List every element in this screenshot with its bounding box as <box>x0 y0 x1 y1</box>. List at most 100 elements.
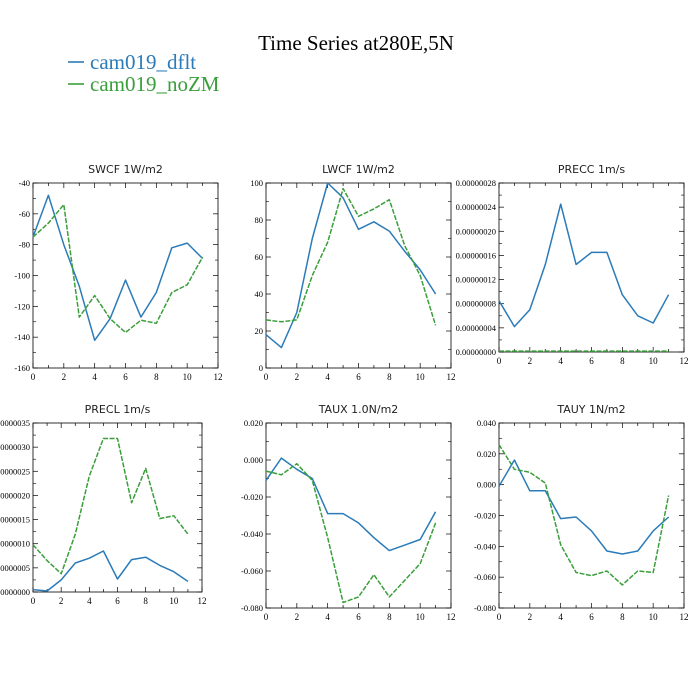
y-tick-label: -0.060 <box>474 572 496 582</box>
x-tick-label: 4 <box>325 372 330 382</box>
plot-frame <box>498 422 685 609</box>
y-tick-label: 0.00000024 <box>456 202 497 212</box>
x-tick-label: 0 <box>264 612 269 622</box>
y-tick-label: 100 <box>250 178 263 188</box>
y-tick-label: 0.000000025 <box>0 466 30 476</box>
y-tick-label: 0.00000020 <box>456 226 496 236</box>
x-tick-label: 0 <box>497 356 502 366</box>
chart-panel-1: LWCF 1W/m2 0 2 4 6 8 10 12 0 20 40 60 80 100 <box>250 163 455 382</box>
x-tick-label: 8 <box>387 612 392 622</box>
plot-frame <box>265 422 452 609</box>
y-tick-label: 0.000 <box>477 480 496 490</box>
x-tick-label: 12 <box>680 612 689 622</box>
y-tick-label: 0.00000028 <box>456 178 496 188</box>
series-line-nozm <box>265 462 437 604</box>
panel-title: LWCF 1W/m2 <box>322 163 395 176</box>
y-tick-label: 80 <box>255 215 264 225</box>
y-tick-label: -0.040 <box>474 541 496 551</box>
x-tick-label: 0 <box>31 596 36 606</box>
x-tick-label: 2 <box>59 596 64 606</box>
y-tick-label: -100 <box>14 271 30 281</box>
x-tick-label: 10 <box>416 612 426 622</box>
y-tick-label: 60 <box>255 252 264 262</box>
x-tick-label: 6 <box>356 372 361 382</box>
x-tick-label: 8 <box>154 372 159 382</box>
x-tick-label: 12 <box>214 372 223 382</box>
series-line-nozm <box>498 444 670 586</box>
x-tick-label: 10 <box>649 356 659 366</box>
chart-panel-2: PRECC 1m/s 0 2 4 6 8 10 12 0.00000000 0.00000004 0… <box>456 163 689 366</box>
panel-title: PRECL 1m/s <box>85 403 151 416</box>
x-tick-label: 6 <box>589 612 594 622</box>
x-tick-label: 12 <box>198 596 207 606</box>
y-tick-label: 20 <box>255 326 264 336</box>
x-tick-label: 6 <box>589 356 594 366</box>
x-tick-label: 10 <box>183 372 193 382</box>
y-tick-label: 0.00000016 <box>456 250 496 260</box>
y-tick-label: 0.020 <box>244 418 263 428</box>
x-tick-label: 8 <box>387 372 392 382</box>
y-tick-label: 0.000 <box>244 455 263 465</box>
y-tick-label: 0.040 <box>477 418 496 428</box>
y-tick-label: 0.000000010 <box>0 539 30 549</box>
y-tick-label: -80 <box>19 240 30 250</box>
series-line-dflt <box>265 182 437 349</box>
x-tick-label: 0 <box>497 612 502 622</box>
y-tick-label: -140 <box>14 332 30 342</box>
y-tick-label: 0.000000020 <box>0 490 30 500</box>
series-line-dflt <box>265 457 437 552</box>
y-tick-label: 0.00000012 <box>456 275 496 285</box>
x-tick-label: 2 <box>295 612 300 622</box>
series-line-nozm <box>32 203 204 334</box>
y-tick-label: -0.080 <box>241 603 263 613</box>
x-tick-label: 0 <box>31 372 36 382</box>
series-line-dflt <box>498 459 670 555</box>
y-tick-label: -0.020 <box>474 511 496 521</box>
y-tick-label: -120 <box>14 301 30 311</box>
y-tick-label: -40 <box>19 178 30 188</box>
y-tick-label: -0.080 <box>474 603 496 613</box>
y-tick-label: -0.060 <box>241 566 263 576</box>
x-tick-label: 12 <box>447 612 456 622</box>
figure-title: Time Series at280E,5N <box>258 31 454 55</box>
x-tick-label: 12 <box>680 356 689 366</box>
chart-panel-5: TAUY 1N/m2 0 2 4 6 8 10 12 -0.080 -0.060 -0.040 -0.… <box>474 403 688 622</box>
y-tick-label: 0.00000000 <box>456 347 496 357</box>
x-tick-label: 10 <box>649 612 659 622</box>
legend-label-nozm: cam019_noZM <box>90 72 220 96</box>
y-tick-label: 0.000000030 <box>0 442 30 452</box>
y-tick-label: 0 <box>259 363 263 373</box>
x-tick-label: 10 <box>416 372 426 382</box>
chart-panel-0: SWCF 1W/m2 0 2 4 6 8 10 12 -160 -140 -120 -100 -80 -6… <box>14 163 222 382</box>
panel-title: SWCF 1W/m2 <box>88 163 163 176</box>
x-tick-label: 4 <box>325 612 330 622</box>
series-line-nozm <box>32 437 189 575</box>
y-tick-label: 0.000000015 <box>0 515 30 525</box>
y-tick-label: -60 <box>19 209 30 219</box>
y-tick-label: 0.020 <box>477 449 496 459</box>
x-tick-label: 4 <box>558 356 563 366</box>
x-tick-label: 4 <box>558 612 563 622</box>
x-tick-label: 8 <box>143 596 148 606</box>
x-tick-label: 2 <box>528 356 533 366</box>
y-tick-label: 40 <box>255 289 264 299</box>
y-tick-label: 0.00000004 <box>456 323 497 333</box>
series-line-dflt <box>498 203 670 328</box>
series-line-nozm <box>265 187 437 326</box>
x-tick-label: 2 <box>62 372 67 382</box>
plot-frame <box>498 182 685 353</box>
x-tick-label: 12 <box>447 372 456 382</box>
chart-panels: SWCF 1W/m2 0 2 4 6 8 10 12 -160 -140 -120 -100 -80 -6… <box>0 163 689 622</box>
series-line-dflt <box>32 550 189 592</box>
panel-title: TAUX 1.0N/m2 <box>318 403 399 416</box>
x-tick-label: 2 <box>528 612 533 622</box>
x-tick-label: 6 <box>115 596 120 606</box>
series-line-dflt <box>32 194 204 342</box>
panel-title: PRECC 1m/s <box>558 163 626 176</box>
plot-frame <box>32 182 219 369</box>
x-tick-label: 4 <box>87 596 92 606</box>
y-tick-label: 0.000000035 <box>0 418 30 428</box>
